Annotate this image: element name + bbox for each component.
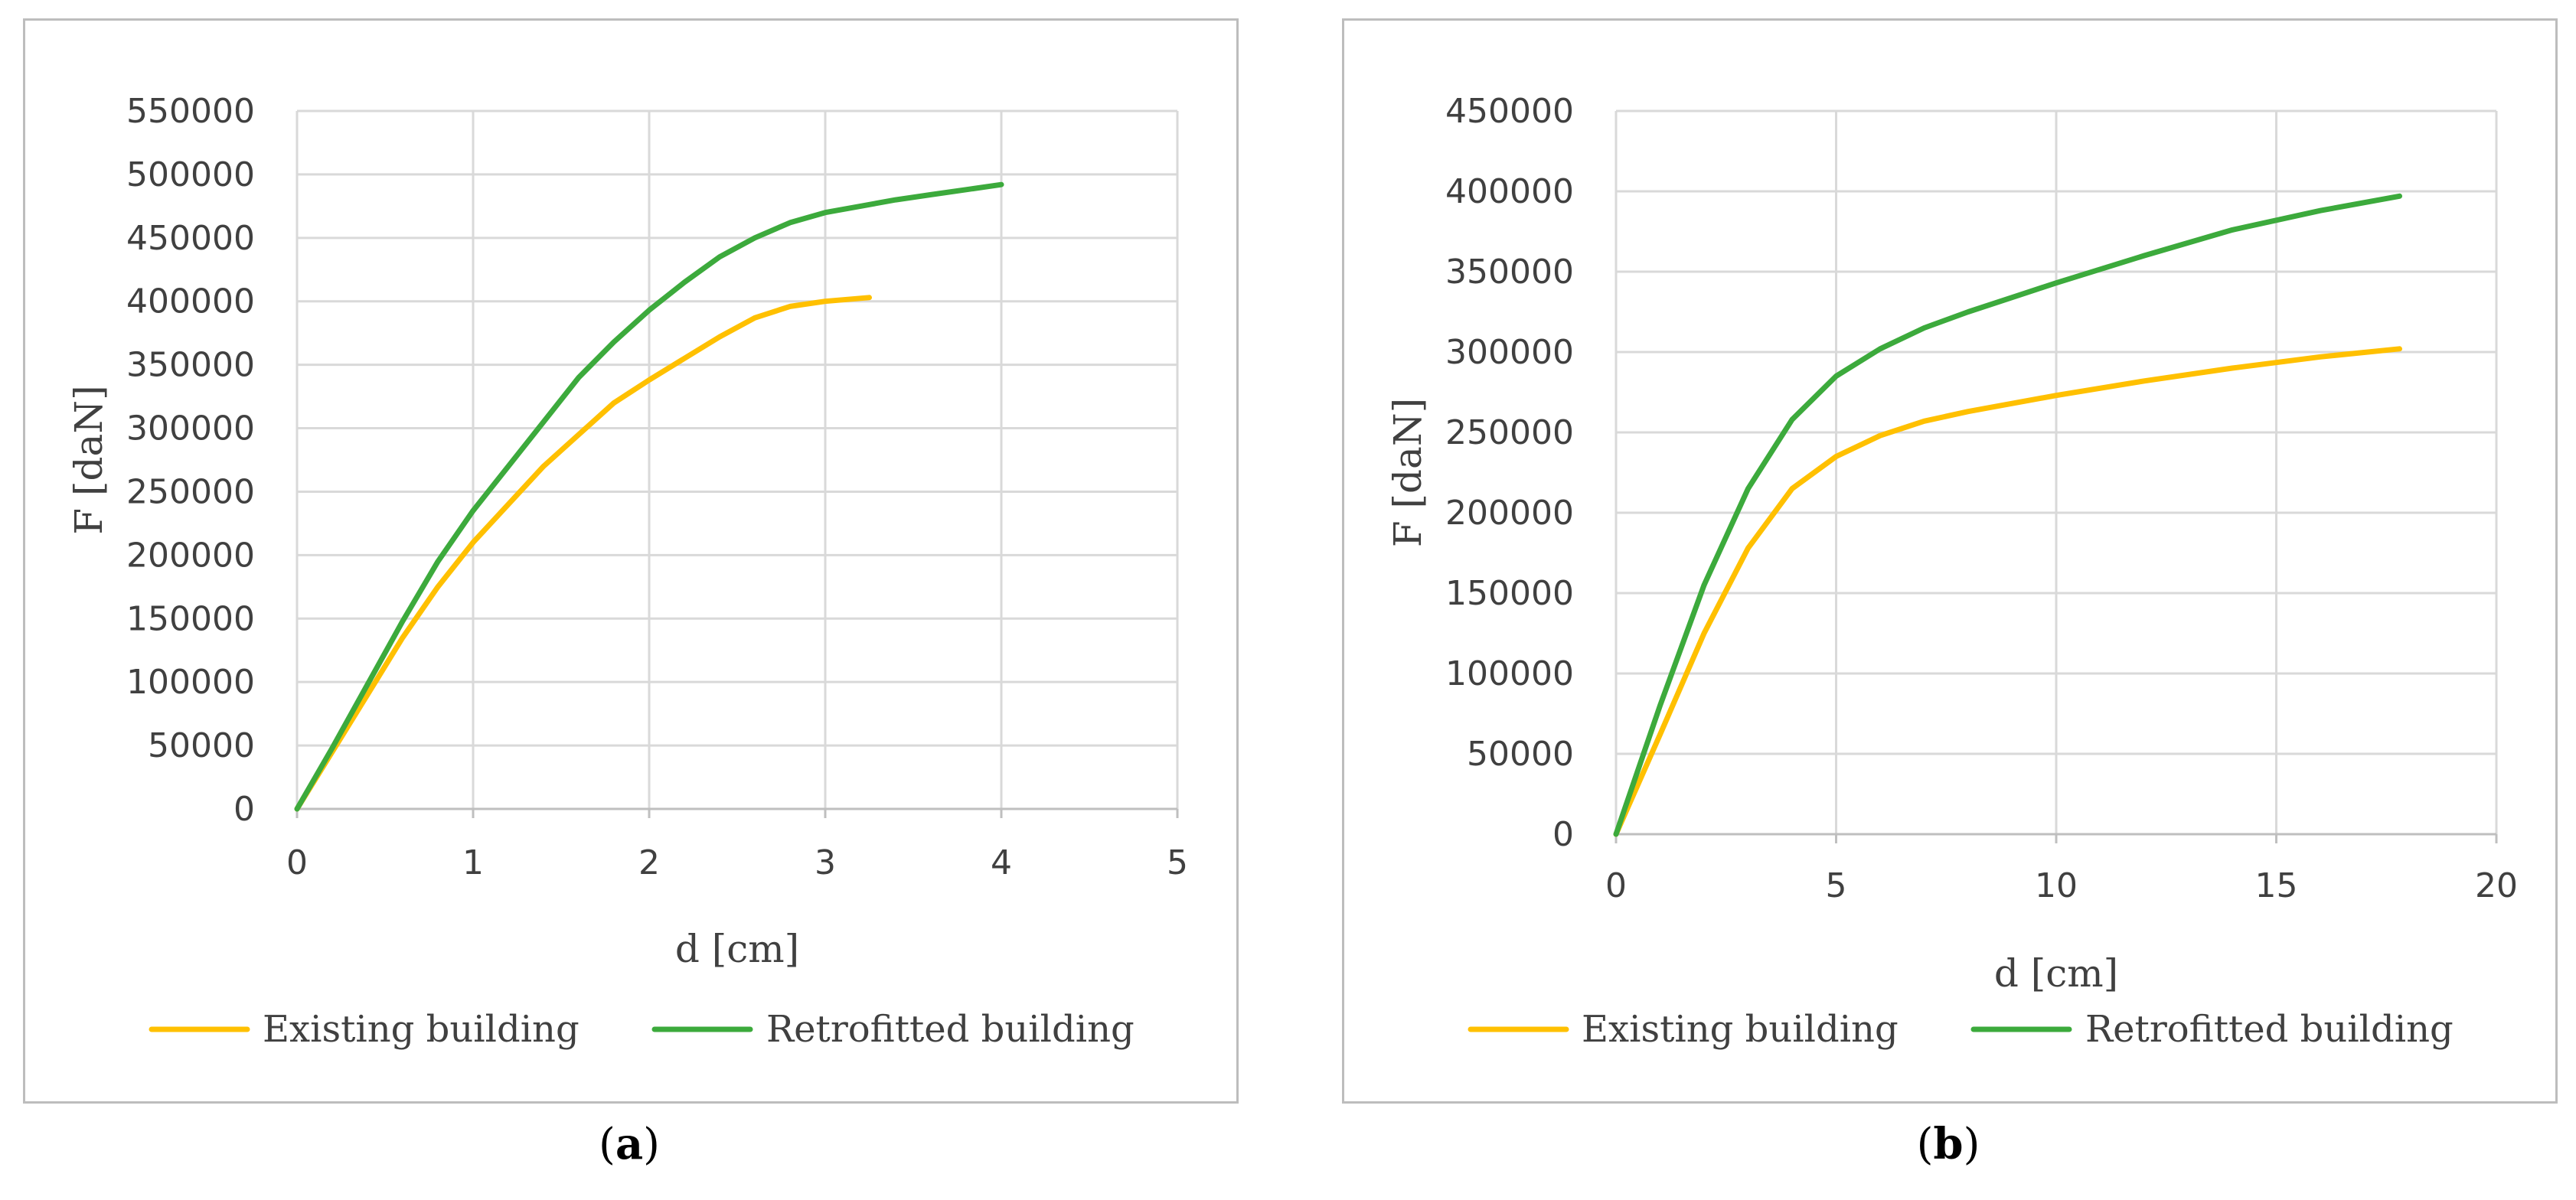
chart-a-legend-label-existing: Existing building <box>263 1008 580 1051</box>
chart-panel-b: 0 50000 100000 150000 200000 250000 300000 3500… <box>1342 18 2558 1104</box>
chart-a-svg: 0500001000001500002000002500003000003500… <box>67 92 1188 1051</box>
chart-b-legend-label-existing: Existing building <box>1582 1008 1899 1051</box>
chart-a-legend: Existing building Retrofitted building <box>149 1008 1135 1051</box>
chart-b-xtick-label-3: 15 <box>2255 866 2298 905</box>
chart-b-series-line-existing <box>1613 346 2402 837</box>
chart-a-xtick-label-4: 4 <box>991 843 1012 882</box>
chart-a-series-line-retrofitted <box>294 181 1004 812</box>
caption-b: (b) <box>1872 1119 2025 1169</box>
chart-b-series-line-retrofitted <box>1613 193 2402 837</box>
chart-b-ytick-label-6: 300000 <box>1445 333 1574 372</box>
chart-b-gridlines <box>1614 109 2498 843</box>
chart-b-legend: Existing building Retrofitted building <box>1468 1008 2454 1051</box>
chart-b-y-axis-title: F [daN] <box>1386 398 1430 547</box>
chart-a-xtick-label-2: 2 <box>638 843 660 882</box>
chart-a-gridlines <box>295 109 1179 818</box>
chart-a-xtick-label-5: 5 <box>1167 843 1188 882</box>
chart-a-ytick-label-11: 550000 <box>126 92 255 131</box>
chart-b-x-axis-title: d [cm] <box>1994 951 2118 996</box>
chart-a-ytick-label-9: 450000 <box>126 219 255 258</box>
caption-b-open: ( <box>1916 1120 1934 1169</box>
caption-a-open: ( <box>598 1120 615 1169</box>
chart-b-xtick-label-2: 10 <box>2035 866 2078 905</box>
chart-b-legend-label-retrofitted: Retrofitted building <box>2085 1008 2454 1051</box>
chart-a-legend-label-retrofitted: Retrofitted building <box>766 1008 1135 1051</box>
chart-a-xtick-label-0: 0 <box>286 843 308 882</box>
chart-a-ytick-label-2: 100000 <box>126 663 255 702</box>
chart-b-ytick-label-0: 0 <box>1552 815 1574 854</box>
chart-b-ytick-label-7: 350000 <box>1445 253 1574 292</box>
caption-b-close: ) <box>1963 1120 1980 1169</box>
chart-b-ytick-label-8: 400000 <box>1445 172 1574 211</box>
chart-b-ytick-label-2: 100000 <box>1445 654 1574 693</box>
chart-a-xtick-label-3: 3 <box>815 843 836 882</box>
chart-b-ytick-label-3: 150000 <box>1445 574 1574 613</box>
chart-a-y-axis-title: F [daN] <box>67 385 111 534</box>
chart-a-ytick-label-7: 350000 <box>126 346 255 385</box>
chart-a-x-axis-title: d [cm] <box>675 927 799 971</box>
chart-a-ytick-label-6: 300000 <box>126 409 255 448</box>
chart-a-ytick-label-3: 150000 <box>126 599 255 638</box>
chart-a-ytick-label-4: 200000 <box>126 536 255 575</box>
chart-b-svg: 0 50000 100000 150000 200000 250000 300000 3500… <box>1386 92 2518 1051</box>
chart-a-ytick-label-0: 0 <box>233 790 255 829</box>
chart-a-ytick-label-5: 250000 <box>126 472 255 511</box>
chart-b-ytick-label-9: 450000 <box>1445 92 1574 131</box>
caption-a-letter: a <box>615 1119 644 1169</box>
caption-a: (a) <box>553 1119 706 1169</box>
chart-b-xtick-label-1: 5 <box>1826 866 1847 905</box>
chart-panel-a: 0 50000 100000 150000 200000 250000 300000 3500… <box>23 18 1239 1104</box>
chart-a-ytick-label-8: 400000 <box>126 282 255 321</box>
chart-b-ytick-label-1: 50000 <box>1467 735 1574 774</box>
caption-b-letter: b <box>1933 1119 1964 1169</box>
chart-b-xtick-label-0: 0 <box>1605 866 1627 905</box>
caption-a-close: ) <box>643 1120 660 1169</box>
chart-b-ytick-label-4: 200000 <box>1445 494 1574 533</box>
chart-a-xtick-label-1: 1 <box>462 843 484 882</box>
chart-b-xtick-label-4: 20 <box>2475 866 2518 905</box>
chart-a-ytick-label-10: 500000 <box>126 155 255 194</box>
chart-a-series-line-existing <box>294 295 872 812</box>
chart-b-ytick-label-5: 250000 <box>1445 413 1574 452</box>
chart-a-ytick-label-1: 50000 <box>148 726 255 765</box>
